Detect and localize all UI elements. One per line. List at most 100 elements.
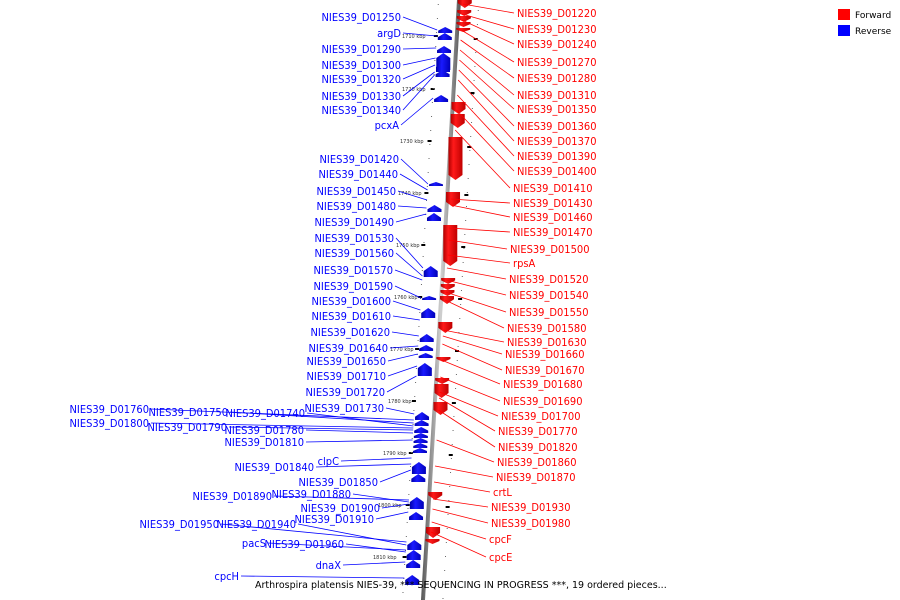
forward-gene xyxy=(443,225,458,266)
reverse-gene-label[interactable]: NIES39_D01850 xyxy=(299,476,379,489)
reverse-gene-label[interactable]: NIES39_D01560 xyxy=(315,247,395,260)
forward-gene-label[interactable]: NIES39_D01520 xyxy=(509,273,589,286)
reverse-gene xyxy=(419,345,434,351)
reverse-gene-label[interactable]: NIES39_D01740 xyxy=(226,407,306,420)
forward-gene-label[interactable]: NIES39_D01930 xyxy=(491,501,571,514)
reverse-gene-label[interactable]: NIES39_D01620 xyxy=(311,326,391,339)
reverse-gene-label[interactable]: NIES39_D01900 xyxy=(301,502,381,515)
reverse-gene-label[interactable]: NIES39_D01300 xyxy=(322,59,402,72)
tick-mark xyxy=(405,504,410,506)
forward-leader-line xyxy=(458,69,515,127)
forward-leader-line xyxy=(443,329,505,343)
reverse-gene-label[interactable]: NIES39_D01760 xyxy=(70,403,150,416)
tick-label: 1770 kbp xyxy=(390,347,414,353)
reverse-gene-label[interactable]: NIES39_D01490 xyxy=(315,216,395,229)
forward-gene-label[interactable]: NIES39_D01280 xyxy=(517,72,597,85)
reverse-gene-label[interactable]: NIES39_D01940 xyxy=(217,518,297,531)
reverse-gene-label[interactable]: NIES39_D01950 xyxy=(140,518,220,531)
forward-gene-label[interactable]: NIES39_D01240 xyxy=(517,38,597,51)
reverse-gene-label[interactable]: NIES39_D01790 xyxy=(148,421,228,434)
reverse-gene-label[interactable]: NIES39_D01730 xyxy=(305,402,385,415)
reverse-gene-label[interactable]: NIES39_D01250 xyxy=(322,11,402,24)
reverse-gene-label[interactable]: NIES39_D01720 xyxy=(306,386,386,399)
forward-gene-label[interactable]: rpsA xyxy=(513,257,536,270)
reverse-gene-label[interactable]: dnaX xyxy=(316,559,342,572)
forward-gene-label[interactable]: NIES39_D01690 xyxy=(503,395,583,408)
reverse-gene-label[interactable]: NIES39_D01840 xyxy=(235,461,315,474)
forward-gene-label[interactable]: NIES39_D01580 xyxy=(507,322,587,335)
guide-dot xyxy=(444,570,446,571)
reverse-gene-label[interactable]: NIES39_D01800 xyxy=(70,417,150,430)
forward-gene-label[interactable]: NIES39_D01680 xyxy=(503,378,583,391)
reverse-gene-label[interactable]: NIES39_D01960 xyxy=(265,538,345,551)
forward-gene-label[interactable]: NIES39_D01370 xyxy=(517,135,597,148)
forward-gene-label[interactable]: NIES39_D01820 xyxy=(498,441,578,454)
reverse-gene-label[interactable]: NIES39_D01340 xyxy=(322,104,402,117)
reverse-gene-label[interactable]: NIES39_D01290 xyxy=(322,43,402,56)
forward-gene-label[interactable]: NIES39_D01410 xyxy=(513,182,593,195)
forward-gene-label[interactable]: NIES39_D01430 xyxy=(513,197,593,210)
reverse-gene-label[interactable]: NIES39_D01440 xyxy=(319,168,399,181)
forward-gene-label[interactable]: NIES39_D01660 xyxy=(505,348,585,361)
reverse-gene-label[interactable]: NIES39_D01780 xyxy=(225,424,305,437)
forward-leader-line xyxy=(430,531,487,558)
forward-gene-label[interactable]: NIES39_D01390 xyxy=(517,150,597,163)
reverse-gene-label[interactable]: NIES39_D01420 xyxy=(320,153,400,166)
forward-gene-label[interactable]: NIES39_D01270 xyxy=(517,56,597,69)
forward-leader-line xyxy=(431,521,487,540)
reverse-gene-label[interactable]: NIES39_D01640 xyxy=(309,342,389,355)
forward-gene-label[interactable]: NIES39_D01360 xyxy=(517,120,597,133)
reverse-gene-label[interactable]: pcxA xyxy=(375,119,400,132)
reverse-gene-label[interactable]: pacS xyxy=(242,537,266,550)
forward-gene-label[interactable]: NIES39_D01500 xyxy=(510,243,590,256)
guide-dot xyxy=(456,360,458,361)
forward-leader-line xyxy=(442,335,503,355)
reverse-gene-label[interactable]: NIES39_D01600 xyxy=(312,295,392,308)
forward-gene-label[interactable]: NIES39_D01630 xyxy=(507,336,587,349)
reverse-gene-label[interactable]: NIES39_D01610 xyxy=(312,310,392,323)
reverse-gene-label[interactable]: NIES39_D01320 xyxy=(322,73,402,86)
reverse-leader-line xyxy=(402,64,436,80)
reverse-gene-label[interactable]: NIES39_D01330 xyxy=(322,90,402,103)
reverse-gene-label[interactable]: NIES39_D01910 xyxy=(295,513,375,526)
forward-gene-label[interactable]: NIES39_D01870 xyxy=(496,471,576,484)
guide-dot xyxy=(436,18,438,19)
forward-leader-line xyxy=(449,227,511,233)
forward-gene-label[interactable]: cpcF xyxy=(489,533,512,546)
forward-gene-label[interactable]: crtL xyxy=(493,486,512,499)
reverse-gene-label[interactable]: NIES39_D01880 xyxy=(272,488,352,501)
forward-gene-label[interactable]: NIES39_D01770 xyxy=(498,425,578,438)
reverse-gene-label[interactable]: NIES39_D01890 xyxy=(193,490,273,503)
tick-mark xyxy=(421,244,426,246)
guide-dot xyxy=(414,396,416,397)
reverse-gene-label[interactable]: argD xyxy=(377,27,401,40)
forward-gene-label[interactable]: NIES39_D01980 xyxy=(491,517,571,530)
forward-gene-label[interactable]: NIES39_D01350 xyxy=(517,103,597,116)
reverse-gene-label[interactable]: NIES39_D01590 xyxy=(314,280,394,293)
reverse-gene-label[interactable]: clpC xyxy=(318,455,339,468)
forward-gene-label[interactable]: NIES39_D01550 xyxy=(509,306,589,319)
reverse-gene-label[interactable]: NIES39_D01530 xyxy=(315,232,395,245)
reverse-gene-label[interactable]: NIES39_D01710 xyxy=(307,370,387,383)
reverse-gene-label[interactable]: NIES39_D01450 xyxy=(317,185,397,198)
reverse-leader-line xyxy=(389,345,419,349)
reverse-gene-label[interactable]: NIES39_D01480 xyxy=(317,200,397,213)
reverse-gene-label[interactable]: NIES39_D01570 xyxy=(314,264,394,277)
forward-gene-label[interactable]: NIES39_D01400 xyxy=(517,165,597,178)
reverse-gene-label[interactable]: cpcH xyxy=(214,570,239,583)
forward-gene xyxy=(428,492,443,500)
reverse-gene-label[interactable]: NIES39_D01810 xyxy=(225,436,305,449)
forward-gene-label[interactable]: NIES39_D01220 xyxy=(517,7,597,20)
forward-gene-label[interactable]: NIES39_D01700 xyxy=(501,410,581,423)
forward-gene-label[interactable]: NIES39_D01670 xyxy=(505,364,585,377)
forward-gene-label[interactable]: NIES39_D01460 xyxy=(513,211,593,224)
reverse-gene-label[interactable]: NIES39_D01750 xyxy=(149,406,229,419)
forward-gene-label[interactable]: NIES39_D01470 xyxy=(513,226,593,239)
forward-gene-label[interactable]: NIES39_D01230 xyxy=(517,23,597,36)
forward-gene-label[interactable]: NIES39_D01540 xyxy=(509,289,589,302)
reverse-gene-label[interactable]: NIES39_D01650 xyxy=(307,355,387,368)
forward-gene-label[interactable]: cpcE xyxy=(489,551,512,564)
forward-gene-label[interactable]: NIES39_D01860 xyxy=(497,456,577,469)
forward-gene-label[interactable]: NIES39_D01310 xyxy=(517,89,597,102)
guide-dot xyxy=(424,228,426,229)
